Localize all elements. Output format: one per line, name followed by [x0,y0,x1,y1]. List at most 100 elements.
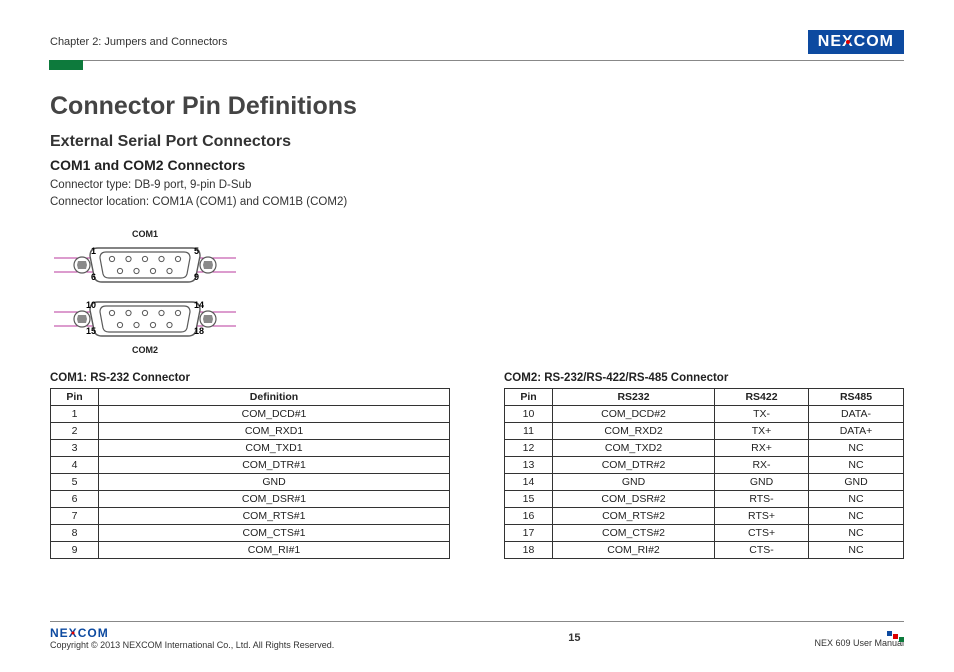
cell-pin: 17 [505,524,553,541]
page-number: 15 [568,632,580,644]
com1-diagram: COM1 1569 [50,226,240,288]
footer-row: NEXCOM Copyright © 2013 NEXCOM Internati… [50,626,904,650]
cell-def: COM_RTS#1 [99,507,450,524]
page-title: Connector Pin Definitions [50,92,904,121]
com1-label: COM1 [132,229,158,239]
col-rs232: RS232 [553,388,715,405]
cell-pin: 15 [505,490,553,507]
cell-rs232: GND [553,473,715,490]
cell-pin: 3 [51,439,99,456]
cell-rs485: NC [809,456,904,473]
cell-rs232: COM_CTS#2 [553,524,715,541]
subsection-heading: COM1 and COM2 Connectors [50,157,904,173]
table1-block: COM1: RS-232 Connector Pin Definition 1C… [50,372,450,559]
col-pin: Pin [505,388,553,405]
table-row: 2COM_RXD1 [51,422,450,439]
cell-def: COM_TXD1 [99,439,450,456]
table-row: Pin RS232 RS422 RS485 [505,388,904,405]
db9-icon: 10141518 [50,296,240,342]
svg-text:5: 5 [194,246,199,256]
cell-rs232: COM_DSR#2 [553,490,715,507]
cell-rs232: COM_RTS#2 [553,507,715,524]
cell-rs485: NC [809,490,904,507]
cell-pin: 1 [51,405,99,422]
table-row: 1COM_DCD#1 [51,405,450,422]
cell-pin: 18 [505,541,553,558]
cell-rs485: NC [809,507,904,524]
db9-icon: 1569 [50,242,240,288]
table-row: 12COM_TXD2RX+NC [505,439,904,456]
brand-logo: NEXCOM [808,30,904,54]
connector-location: Connector location: COM1A (COM1) and COM… [50,194,904,211]
logo-text-b: COM [854,33,894,51]
table-row: 4COM_DTR#1 [51,456,450,473]
cell-rs422: RX- [715,456,809,473]
manual-name: NEX 609 User Manual [814,638,904,648]
cell-pin: 4 [51,456,99,473]
cell-pin: 8 [51,524,99,541]
footer-right: NEX 609 User Manual [814,628,904,648]
cell-pin: 6 [51,490,99,507]
table-row: 15COM_DSR#2RTS-NC [505,490,904,507]
cell-def: COM_DCD#1 [99,405,450,422]
table-row: 8COM_CTS#1 [51,524,450,541]
cell-rs422: RX+ [715,439,809,456]
cell-def: COM_CTS#1 [99,524,450,541]
cell-def: COM_RI#1 [99,541,450,558]
cell-def: COM_DSR#1 [99,490,450,507]
cell-rs232: COM_RI#2 [553,541,715,558]
cell-rs232: COM_DCD#2 [553,405,715,422]
svg-text:15: 15 [86,326,96,336]
col-rs485: RS485 [809,388,904,405]
cell-rs485: NC [809,439,904,456]
com2-table: Pin RS232 RS422 RS485 10COM_DCD#2TX-DATA… [504,388,904,559]
table-row: 5GND [51,473,450,490]
table-row: 6COM_DSR#1 [51,490,450,507]
cell-pin: 9 [51,541,99,558]
table2-block: COM2: RS-232/RS-422/RS-485 Connector Pin… [504,372,904,559]
col-pin: Pin [51,388,99,405]
footer: NEXCOM Copyright © 2013 NEXCOM Internati… [50,621,904,650]
cell-rs422: GND [715,473,809,490]
cell-rs485: DATA+ [809,422,904,439]
table-row: 13COM_DTR#2RX-NC [505,456,904,473]
connector-diagrams: COM1 1569 10141518 COM2 [50,226,904,358]
cell-rs232: COM_TXD2 [553,439,715,456]
table-row: 7COM_RTS#1 [51,507,450,524]
cell-rs232: COM_DTR#2 [553,456,715,473]
col-definition: Definition [99,388,450,405]
cell-rs485: NC [809,541,904,558]
svg-text:9: 9 [194,272,199,282]
svg-text:14: 14 [194,300,204,310]
section-heading: External Serial Port Connectors [50,133,904,151]
table-row: 16COM_RTS#2RTS+NC [505,507,904,524]
table-row: 11COM_RXD2TX+DATA+ [505,422,904,439]
copyright: Copyright © 2013 NEXCOM International Co… [50,640,334,650]
table-row: 18COM_RI#2CTS-NC [505,541,904,558]
table-row: 14GNDGNDGND [505,473,904,490]
cell-rs422: TX- [715,405,809,422]
cell-def: COM_DTR#1 [99,456,450,473]
footer-left: NEXCOM Copyright © 2013 NEXCOM Internati… [50,626,334,650]
cell-rs422: CTS+ [715,524,809,541]
cell-rs485: NC [809,524,904,541]
cell-def: GND [99,473,450,490]
table-row: 9COM_RI#1 [51,541,450,558]
content: Connector Pin Definitions External Seria… [50,70,904,559]
cell-pin: 11 [505,422,553,439]
com2-diagram: 10141518 COM2 [50,296,240,358]
chapter-title: Chapter 2: Jumpers and Connectors [50,36,227,48]
cell-rs422: TX+ [715,422,809,439]
logo-text-a: NE [818,33,842,51]
bottom-rule [50,621,904,622]
com1-table: Pin Definition 1COM_DCD#12COM_RXD13COM_T… [50,388,450,559]
cell-rs422: RTS- [715,490,809,507]
cell-rs232: COM_RXD2 [553,422,715,439]
cell-pin: 2 [51,422,99,439]
cell-pin: 13 [505,456,553,473]
table1-title: COM1: RS-232 Connector [50,372,450,384]
cell-rs485: DATA- [809,405,904,422]
table2-title: COM2: RS-232/RS-422/RS-485 Connector [504,372,904,384]
cell-pin: 12 [505,439,553,456]
cell-pin: 16 [505,507,553,524]
